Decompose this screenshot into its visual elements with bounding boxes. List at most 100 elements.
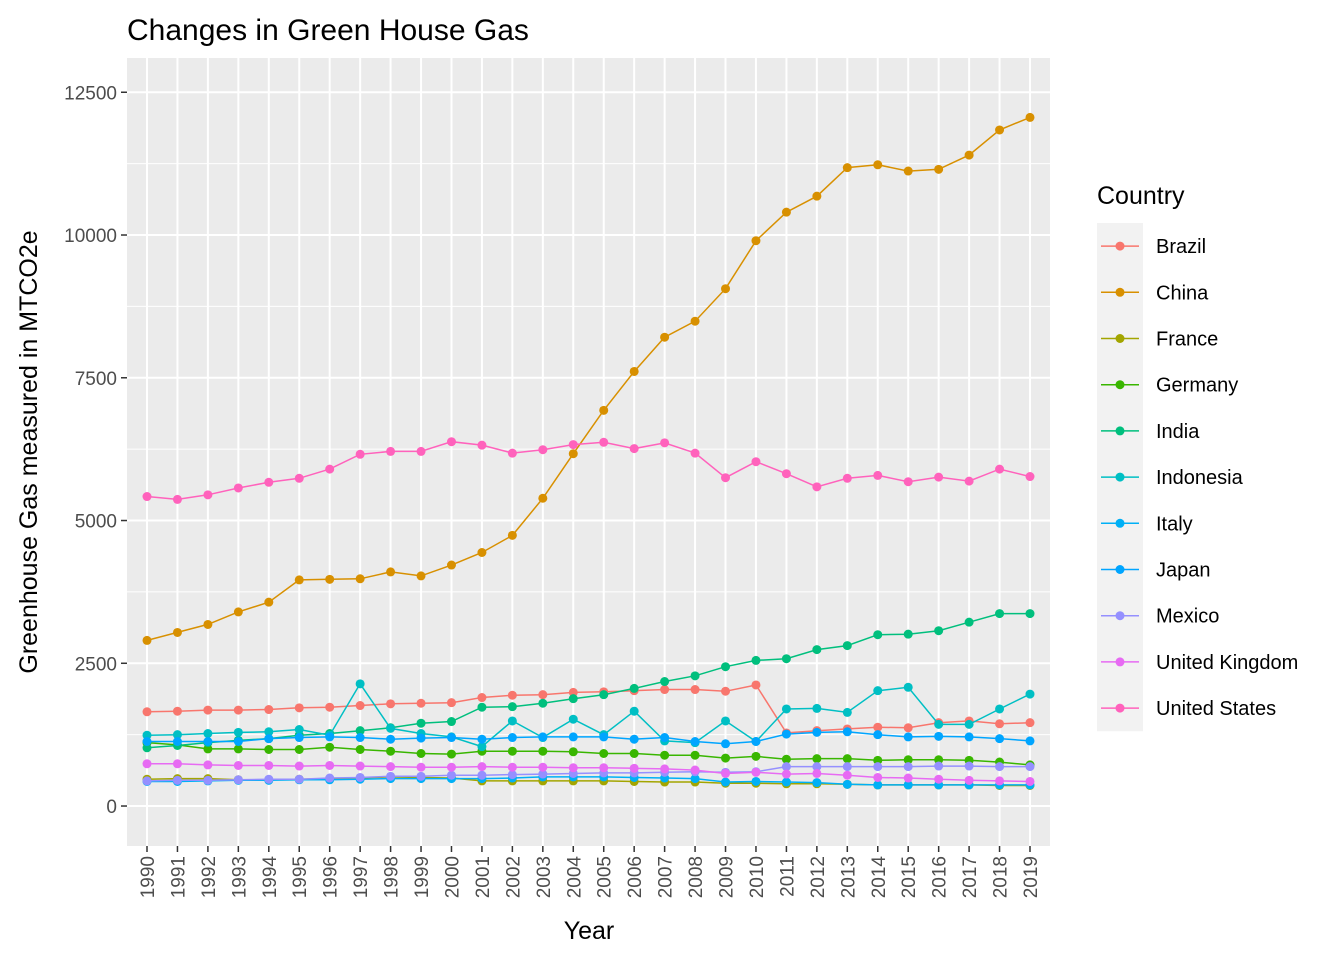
data-point xyxy=(446,698,456,708)
data-point xyxy=(446,749,456,759)
data-point xyxy=(812,768,822,778)
data-point xyxy=(599,437,609,447)
data-point xyxy=(203,760,213,770)
data-point xyxy=(355,449,365,459)
data-point xyxy=(264,734,274,744)
data-point xyxy=(386,762,396,772)
data-point xyxy=(233,607,243,617)
data-point xyxy=(873,160,883,170)
data-point xyxy=(903,477,913,487)
x-tick-label: 2017 xyxy=(960,856,981,898)
legend-item: Indonesia xyxy=(1101,467,1244,489)
data-point xyxy=(934,761,944,771)
legend-item: Germany xyxy=(1101,375,1238,397)
data-point xyxy=(964,761,974,771)
data-point xyxy=(964,476,974,486)
data-point xyxy=(294,744,304,754)
data-point xyxy=(690,774,700,784)
data-point xyxy=(355,701,365,711)
data-point xyxy=(599,748,609,758)
data-point xyxy=(142,707,152,717)
x-tick-label: 2011 xyxy=(777,856,798,897)
legend: Country Brazil China France Germany India Ind… xyxy=(1097,182,1298,732)
x-tick-label: 2010 xyxy=(747,856,768,898)
data-point xyxy=(629,366,639,376)
series-united-states xyxy=(142,437,1035,504)
data-point xyxy=(538,690,548,700)
data-point xyxy=(690,316,700,326)
data-point xyxy=(903,723,913,733)
data-point xyxy=(721,662,731,672)
series-line xyxy=(146,684,1031,734)
data-point xyxy=(538,493,548,503)
data-point xyxy=(1025,718,1035,728)
legend-key-point xyxy=(1115,426,1125,436)
x-tick-label: 2001 xyxy=(473,856,494,898)
data-point xyxy=(416,733,426,743)
data-point xyxy=(1025,776,1035,786)
data-point xyxy=(660,733,670,743)
data-point xyxy=(690,765,700,775)
y-axis: 0 2500 5000 7500 10000 12500 xyxy=(64,83,127,818)
data-point xyxy=(325,702,335,712)
data-point xyxy=(781,777,791,787)
series-line xyxy=(147,731,1031,745)
data-point xyxy=(873,722,883,732)
data-point xyxy=(568,449,578,459)
data-point xyxy=(721,768,731,778)
data-point xyxy=(842,473,852,483)
legend-item: Brazil xyxy=(1101,236,1206,258)
data-point xyxy=(172,627,182,637)
data-point xyxy=(903,732,913,742)
data-point xyxy=(477,693,487,703)
legend-title: Country xyxy=(1097,182,1185,210)
data-point xyxy=(172,759,182,769)
data-point xyxy=(690,737,700,747)
data-point xyxy=(873,730,883,740)
data-point xyxy=(751,737,761,747)
data-point xyxy=(1025,762,1035,772)
x-tick-label: 2005 xyxy=(595,856,616,898)
series-line xyxy=(146,116,1031,642)
data-point xyxy=(233,760,243,770)
data-point xyxy=(294,725,304,735)
data-point xyxy=(203,729,213,739)
x-tick-label: 1992 xyxy=(199,856,220,898)
x-axis-title: Year xyxy=(564,917,615,945)
data-point xyxy=(903,773,913,783)
data-point xyxy=(964,775,974,785)
data-point xyxy=(203,744,213,754)
data-point xyxy=(142,635,152,645)
x-tick-label: 1991 xyxy=(168,856,189,898)
data-point xyxy=(325,464,335,474)
data-point xyxy=(264,727,274,737)
data-point xyxy=(812,703,822,713)
data-point xyxy=(568,694,578,704)
legend-item: Italy xyxy=(1101,513,1193,535)
legend-label: Italy xyxy=(1156,513,1193,535)
data-point xyxy=(355,679,365,689)
data-point xyxy=(568,714,578,724)
data-point xyxy=(507,746,517,756)
data-point xyxy=(294,761,304,771)
data-point xyxy=(294,774,304,784)
data-point xyxy=(629,748,639,758)
data-point xyxy=(507,702,517,712)
legend-label: United Kingdom xyxy=(1156,652,1298,674)
data-point xyxy=(812,482,822,492)
data-point xyxy=(294,703,304,713)
legend-key-point xyxy=(1115,380,1125,390)
data-point xyxy=(812,778,822,788)
data-point xyxy=(507,733,517,743)
data-point xyxy=(142,492,152,502)
data-point xyxy=(751,751,761,761)
data-point xyxy=(538,746,548,756)
data-point xyxy=(751,767,761,777)
data-point xyxy=(629,763,639,773)
data-point xyxy=(842,770,852,780)
x-tick-label: 2008 xyxy=(686,856,707,898)
data-point xyxy=(142,737,152,747)
x-tick-label: 2002 xyxy=(503,856,524,898)
data-point xyxy=(355,761,365,771)
data-point xyxy=(172,494,182,504)
